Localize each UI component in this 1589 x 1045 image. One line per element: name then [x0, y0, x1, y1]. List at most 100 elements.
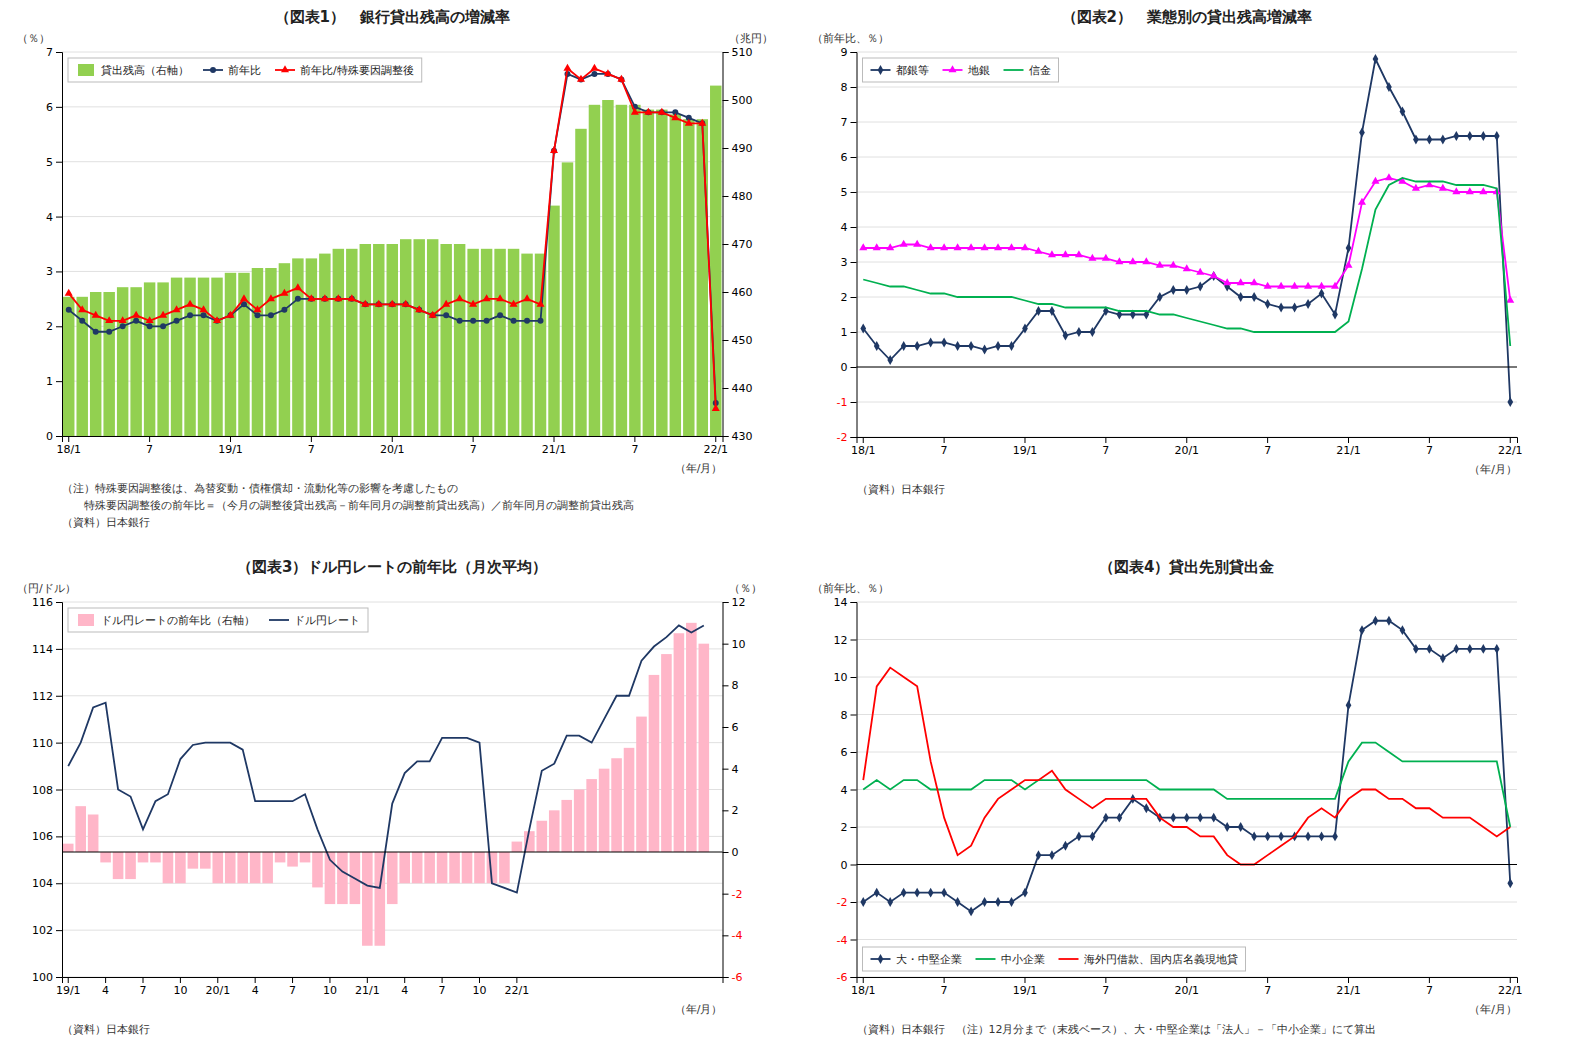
legend-label: 地銀: [967, 64, 990, 77]
marker: [456, 294, 464, 301]
bar: [184, 278, 195, 436]
marker: [133, 318, 139, 324]
x-tick-label: 7: [146, 443, 153, 456]
x-tick-mark: [367, 977, 368, 983]
y-tick: 6: [841, 746, 857, 759]
y-tick: 440: [723, 382, 753, 395]
marker: [93, 329, 99, 335]
marker: [146, 316, 154, 323]
marker: [174, 318, 180, 324]
marker: [361, 300, 369, 307]
grid-line: [857, 639, 1518, 640]
bar: [521, 254, 532, 436]
bar: [427, 239, 438, 436]
title: （図表1） 銀行貸出残高の増減率: [275, 8, 510, 26]
marker: [1358, 198, 1366, 205]
marker: [1305, 299, 1311, 309]
marker: [1291, 282, 1299, 289]
y-tick: 108: [32, 784, 62, 797]
marker: [1007, 243, 1015, 250]
plot-area: [63, 623, 709, 946]
x-tick-mark: [217, 977, 218, 983]
x-tick-label: 4: [252, 984, 259, 997]
y-tick-label: 9: [841, 46, 848, 59]
marker: [1103, 813, 1109, 823]
y-tick-label: 4: [732, 763, 739, 776]
marker: [254, 312, 260, 318]
legend-marker: [878, 954, 884, 964]
bar: [602, 100, 613, 436]
marker: [524, 318, 530, 324]
x-tick-label: 22/1: [1498, 984, 1523, 997]
y-tick-mark: [851, 297, 857, 298]
bar: [100, 852, 111, 862]
bar: [333, 249, 344, 436]
bar: [400, 239, 411, 436]
marker: [914, 341, 920, 351]
x-tick-mark: [1267, 977, 1268, 983]
marker: [92, 311, 100, 318]
x-tick: 7: [941, 437, 948, 457]
x-tick-label: 7: [1264, 984, 1271, 997]
y-tick-label: 102: [32, 924, 53, 937]
x-tick: 21/1: [1336, 437, 1361, 457]
marker: [1506, 296, 1514, 303]
x-tick-mark: [1186, 437, 1187, 443]
bar: [144, 282, 155, 436]
x-tick: 21/1: [1336, 977, 1361, 997]
legend-swatch: [1004, 69, 1024, 71]
bar: [699, 644, 710, 852]
y-tick-mark: [56, 436, 62, 437]
bar-series: [63, 86, 721, 436]
y-tick-mark: [723, 244, 729, 245]
bar: [629, 105, 640, 436]
marker: [901, 341, 907, 351]
marker: [1440, 653, 1446, 663]
marker: [1156, 261, 1164, 268]
x-tick-label: 19/1: [1013, 984, 1038, 997]
marker: [1318, 282, 1326, 289]
grid-line: [857, 227, 1518, 228]
marker: [591, 71, 597, 77]
bar: [710, 86, 721, 436]
marker: [510, 300, 518, 307]
marker: [280, 289, 288, 296]
x-tick-label: 20/1: [205, 984, 230, 997]
marker: [1305, 831, 1311, 841]
y-axis-title: （円/ドル）: [17, 582, 76, 595]
x-tick-label: 7: [439, 984, 446, 997]
y2-axis-title: （兆円）: [729, 32, 773, 45]
marker: [511, 318, 517, 324]
legend-entry: ドル円レート: [269, 614, 360, 627]
y-tick-label: -2: [837, 896, 848, 909]
grid-line: [62, 602, 723, 603]
x-tick: 19/1: [218, 436, 243, 456]
bar: [697, 119, 708, 436]
y-tick-label: 0: [732, 846, 739, 859]
marker: [295, 296, 301, 302]
marker: [1075, 250, 1083, 257]
legend-entry: 都銀等: [871, 64, 929, 77]
marker: [1238, 292, 1244, 302]
y-tick: -4: [723, 929, 743, 942]
marker: [1061, 250, 1069, 257]
x-tick-mark: [473, 436, 474, 442]
marker: [1238, 822, 1244, 832]
marker: [967, 243, 975, 250]
y-tick: 104: [32, 877, 62, 890]
markers: [65, 64, 720, 411]
plot-area: [859, 54, 1514, 407]
y-tick-label: 6: [841, 151, 848, 164]
y-tick: -6: [723, 971, 743, 984]
y-tick-mark: [723, 644, 729, 645]
bar: [287, 852, 298, 867]
x-tick: 21/1: [542, 436, 567, 456]
x-tick-label: 10: [173, 984, 187, 997]
y-tick-label: 10: [834, 671, 848, 684]
marker: [334, 294, 342, 301]
marker: [1210, 271, 1218, 278]
y-tick-mark: [723, 436, 729, 437]
x-axis-title: （年/月）: [1469, 463, 1517, 476]
bar: [346, 249, 357, 436]
bar: [454, 244, 465, 436]
